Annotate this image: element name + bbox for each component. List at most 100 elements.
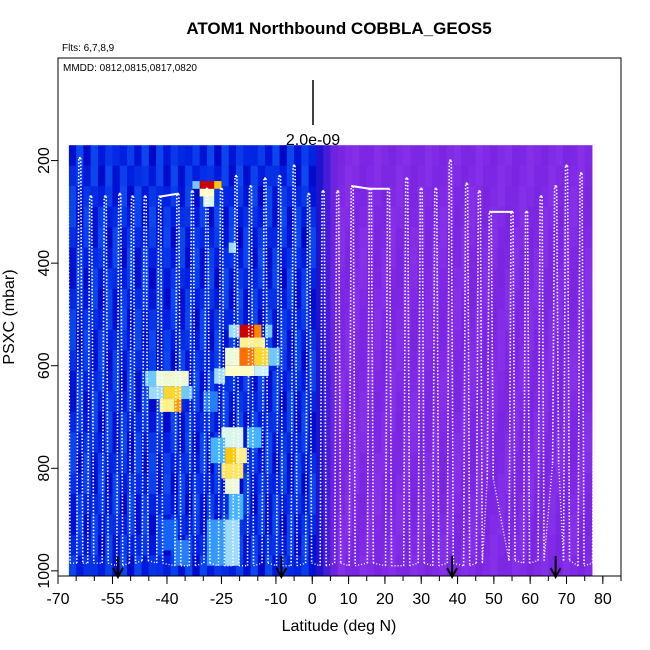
- heatmap-cell: [134, 493, 143, 515]
- heatmap-cell: [170, 411, 179, 433]
- heatmap-cell: [76, 555, 84, 576]
- heatmap-cell: [519, 493, 528, 515]
- heatmap-cell: [127, 514, 135, 536]
- heatmap-cell: [359, 206, 368, 228]
- heatmap-cell: [315, 165, 324, 187]
- heatmap-cell: [214, 309, 222, 331]
- heatmap-cell: [490, 534, 499, 556]
- heatmap-cell: [112, 493, 121, 515]
- profile-descent: [595, 188, 600, 564]
- profile-ascent: [304, 193, 309, 564]
- x-tick-label: 20: [376, 591, 394, 608]
- heatmap-cell: [424, 514, 433, 536]
- heatmap-cell: [453, 165, 462, 187]
- heatmap-cell: [439, 514, 448, 536]
- heatmap-hotspot: [265, 324, 273, 338]
- heatmap-cell: [286, 309, 295, 331]
- heatmap-cell: [177, 411, 186, 433]
- heatmap-cell: [577, 329, 586, 351]
- heatmap-cell: [512, 206, 520, 228]
- heatmap-cell: [68, 350, 77, 372]
- profile-ascent: [537, 196, 541, 561]
- heatmap-cell: [272, 452, 281, 474]
- heatmap-cell: [446, 206, 455, 228]
- heatmap-cell: [395, 268, 404, 290]
- heatmap-cell: [235, 227, 244, 249]
- heatmap-cell: [119, 165, 128, 187]
- heatmap-cell: [446, 452, 455, 474]
- heatmap-cell: [76, 350, 84, 372]
- heatmap-cell: [185, 309, 193, 331]
- heatmap-cell: [192, 432, 201, 454]
- heatmap-cell: [439, 493, 448, 515]
- heatmap-cell: [482, 329, 491, 351]
- heatmap-cell: [366, 247, 375, 269]
- heatmap-cell: [315, 432, 324, 454]
- heatmap-cell: [286, 206, 295, 228]
- heatmap-cell: [214, 391, 222, 413]
- heatmap-cell: [279, 534, 288, 556]
- heatmap-cell: [584, 247, 593, 269]
- heatmap-cell: [453, 534, 462, 556]
- heatmap-cell: [512, 227, 520, 249]
- heatmap-cell: [330, 247, 339, 269]
- heatmap-cell: [257, 514, 266, 536]
- heatmap-cell: [344, 268, 353, 290]
- heatmap-cell: [127, 329, 135, 351]
- heatmap-cell: [127, 145, 135, 167]
- heatmap-cell: [541, 514, 549, 536]
- heatmap-cell: [344, 350, 353, 372]
- heatmap-cell: [97, 514, 106, 536]
- heatmap-cell: [119, 329, 128, 351]
- heatmap-cell: [519, 514, 528, 536]
- heatmap-cell: [199, 350, 208, 372]
- heatmap-cell: [127, 227, 135, 249]
- heatmap-cell: [315, 247, 324, 269]
- heatmap-cell: [156, 247, 164, 269]
- heatmap-cell: [68, 534, 77, 556]
- x-tick-label: -55: [101, 591, 124, 608]
- heatmap-cell: [577, 411, 586, 433]
- heatmap-cell: [97, 206, 106, 228]
- heatmap-cell: [461, 288, 469, 310]
- heatmap-cell: [359, 145, 368, 167]
- heatmap-cell: [250, 247, 259, 269]
- heatmap-cell: [395, 288, 404, 310]
- heatmap-cell: [519, 145, 528, 167]
- heatmap-cell: [68, 411, 77, 433]
- heatmap-cell: [352, 247, 360, 269]
- heatmap-cell: [424, 247, 433, 269]
- heatmap-cell: [68, 432, 77, 454]
- heatmap-cell: [83, 329, 92, 351]
- heatmap-cell: [286, 186, 295, 208]
- heatmap-cell: [337, 165, 346, 187]
- heatmap-cell: [337, 145, 346, 167]
- heatmap-cell: [570, 350, 578, 372]
- heatmap-cell: [475, 247, 484, 269]
- heatmap-cell: [482, 186, 491, 208]
- heatmap-hotspot: [239, 347, 255, 366]
- heatmap-cell: [584, 268, 593, 290]
- heatmap-cell: [432, 452, 440, 474]
- heatmap-cell: [395, 350, 404, 372]
- heatmap-cell: [68, 452, 77, 474]
- heatmap-cell: [439, 555, 448, 576]
- heatmap-cell: [497, 186, 506, 208]
- profile-ascent: [232, 175, 236, 566]
- heatmap-cell: [163, 268, 172, 290]
- heatmap-cell: [424, 452, 433, 474]
- heatmap-cell: [490, 145, 499, 167]
- heatmap-cell: [388, 329, 397, 351]
- heatmap-cell: [156, 288, 164, 310]
- scale-bar-label: 2.0e-09: [286, 132, 340, 149]
- heatmap-cell: [301, 247, 310, 269]
- profile-descent: [236, 175, 240, 566]
- heatmap-cell: [112, 473, 121, 495]
- heatmap-cell: [272, 145, 281, 167]
- heatmap-cell: [577, 534, 586, 556]
- heatmap-cell: [526, 391, 535, 413]
- heatmap-cell: [337, 555, 346, 576]
- profile-descent: [526, 211, 531, 564]
- heatmap-cell: [141, 534, 150, 556]
- heatmap-cell: [221, 329, 230, 351]
